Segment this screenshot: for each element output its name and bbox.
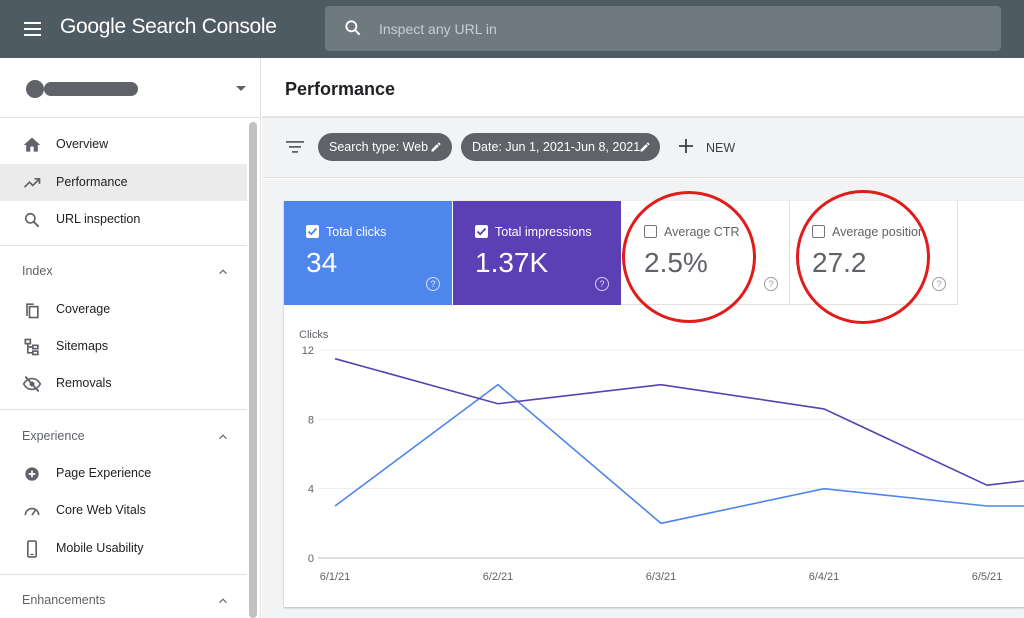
menu-icon[interactable] <box>22 19 44 39</box>
metric-label: Average CTR <box>664 225 740 239</box>
sidebar: Overview Performance URL inspection Inde… <box>0 58 261 618</box>
chip-label: Search type: Web <box>329 140 429 154</box>
y-tick-label: 4 <box>308 484 314 496</box>
checkbox-unchecked-icon[interactable] <box>644 225 657 238</box>
metric-total-clicks[interactable]: Total clicks 34 ? <box>284 201 452 305</box>
sidebar-item-core-web-vitals[interactable]: Core Web Vitals <box>0 492 247 529</box>
section-label: Enhancements <box>22 593 106 607</box>
search-icon <box>24 212 40 228</box>
url-inspection-search[interactable] <box>325 6 1001 51</box>
search-input[interactable] <box>379 6 979 51</box>
metric-value: 1.37K <box>475 247 549 278</box>
checkbox-checked-icon[interactable] <box>475 225 488 238</box>
chip-label: Date: Jun 1, 2021-Jun 8, 2021 <box>472 140 641 154</box>
performance-chart: Clicks 0 4 8 12 6/1/21 6/2/21 6/3/21 6/4/21 6/5… <box>299 329 1024 583</box>
y-axis-label: Clicks <box>299 329 329 341</box>
help-icon[interactable]: ? <box>426 277 440 291</box>
chevron-up-icon <box>219 598 227 604</box>
x-tick-label: 6/3/21 <box>646 571 677 583</box>
speed-gauge-icon <box>24 507 40 516</box>
metric-value: 2.5% <box>644 247 708 278</box>
search-icon <box>345 20 361 36</box>
sidebar-item-removals[interactable]: Removals <box>0 365 247 402</box>
divider <box>0 409 247 410</box>
property-selector[interactable] <box>0 58 261 118</box>
sidebar-item-label: Core Web Vitals <box>56 503 146 517</box>
sidebar-item-coverage[interactable]: Coverage <box>0 291 247 328</box>
property-name-redacted <box>44 82 138 96</box>
visibility-off-icon <box>22 375 42 393</box>
smartphone-icon <box>27 540 37 558</box>
top-app-bar: Google Search Console <box>0 0 1024 58</box>
sidebar-item-performance[interactable]: Performance <box>0 164 247 201</box>
sidebar-item-label: Sitemaps <box>56 339 109 353</box>
sidebar-item-sitemaps[interactable]: Sitemaps <box>0 328 247 365</box>
help-icon[interactable]: ? <box>595 277 609 291</box>
home-icon <box>23 137 41 152</box>
sidebar-item-label: Removals <box>56 376 112 390</box>
sidebar-item-label: Coverage <box>56 302 111 316</box>
sidebar-item-page-experience[interactable]: Page Experience <box>0 455 247 492</box>
new-filter-label: NEW <box>706 141 736 155</box>
sidebar-item-label: URL inspection <box>56 212 141 226</box>
sidebar-item-overview[interactable]: Overview <box>0 126 247 163</box>
help-icon[interactable]: ? <box>764 277 778 291</box>
plus-icon <box>679 139 693 153</box>
metric-label: Total clicks <box>326 225 387 239</box>
metric-total-impressions[interactable]: Total impressions 1.37K ? <box>453 201 621 305</box>
sidebar-item-label: Page Experience <box>56 466 152 480</box>
sidebar-scrollbar[interactable] <box>249 122 257 618</box>
section-label: Experience <box>22 429 85 443</box>
performance-content: Total clicks 34 ? Total impressions 1.37… <box>262 179 1024 618</box>
x-tick-label: 6/1/21 <box>320 571 351 583</box>
metric-value: 34 <box>306 247 338 278</box>
filter-bar: Search type: Web Date: Jun 1, 2021-Jun 8… <box>262 118 1024 178</box>
section-experience[interactable]: Experience <box>0 420 247 454</box>
x-tick-label: 6/4/21 <box>809 571 840 583</box>
series-line <box>334 357 1024 487</box>
file-copy-icon <box>26 303 39 319</box>
x-tick-label: 6/2/21 <box>483 571 514 583</box>
chevron-up-icon <box>219 269 227 275</box>
header-shadow <box>262 116 1024 118</box>
sidebar-item-label: Mobile Usability <box>56 541 144 555</box>
metric-value: 27.2 <box>812 247 867 278</box>
sidebar-item-url-inspection[interactable]: URL inspection <box>0 201 247 238</box>
sidebar-item-label: Performance <box>56 175 128 189</box>
checkbox-unchecked-icon[interactable] <box>812 225 825 238</box>
help-icon[interactable]: ? <box>932 277 946 291</box>
edit-pencil-icon <box>640 142 650 152</box>
metric-average-ctr[interactable]: Average CTR 2.5% ? <box>622 201 790 305</box>
divider <box>0 574 247 575</box>
caret-down-icon <box>236 86 246 91</box>
series-line <box>334 383 1024 525</box>
filter-chip-search-type[interactable]: Search type: Web <box>318 133 452 161</box>
metric-label: Total impressions <box>495 225 592 239</box>
trending-up-icon <box>23 178 41 188</box>
filter-list-icon[interactable] <box>286 140 304 154</box>
app-title: Google Search Console <box>60 15 277 38</box>
x-tick-label: 6/5/21 <box>972 571 1003 583</box>
sidebar-item-label: Overview <box>56 137 109 151</box>
y-tick-label: 0 <box>308 553 314 565</box>
metric-average-position[interactable]: Average position 27.2 ? <box>790 201 958 305</box>
section-enhancements[interactable]: Enhancements <box>0 584 247 618</box>
chevron-up-icon <box>219 434 227 440</box>
section-index[interactable]: Index <box>0 255 247 289</box>
y-tick-label: 12 <box>302 345 314 357</box>
sitemap-icon <box>24 338 39 356</box>
add-circle-icon <box>25 467 39 481</box>
page-title: Performance <box>285 79 396 99</box>
divider <box>0 245 247 246</box>
edit-pencil-icon <box>431 142 441 152</box>
sidebar-item-mobile-usability[interactable]: Mobile Usability <box>0 530 247 567</box>
property-avatar <box>26 80 44 98</box>
section-label: Index <box>22 264 53 278</box>
checkbox-checked-icon[interactable] <box>306 225 319 238</box>
metric-label: Average position <box>832 225 925 239</box>
y-tick-label: 8 <box>308 414 314 426</box>
performance-card: Total clicks 34 ? Total impressions 1.37… <box>284 201 1024 607</box>
filter-chip-date[interactable]: Date: Jun 1, 2021-Jun 8, 2021 <box>461 133 660 161</box>
